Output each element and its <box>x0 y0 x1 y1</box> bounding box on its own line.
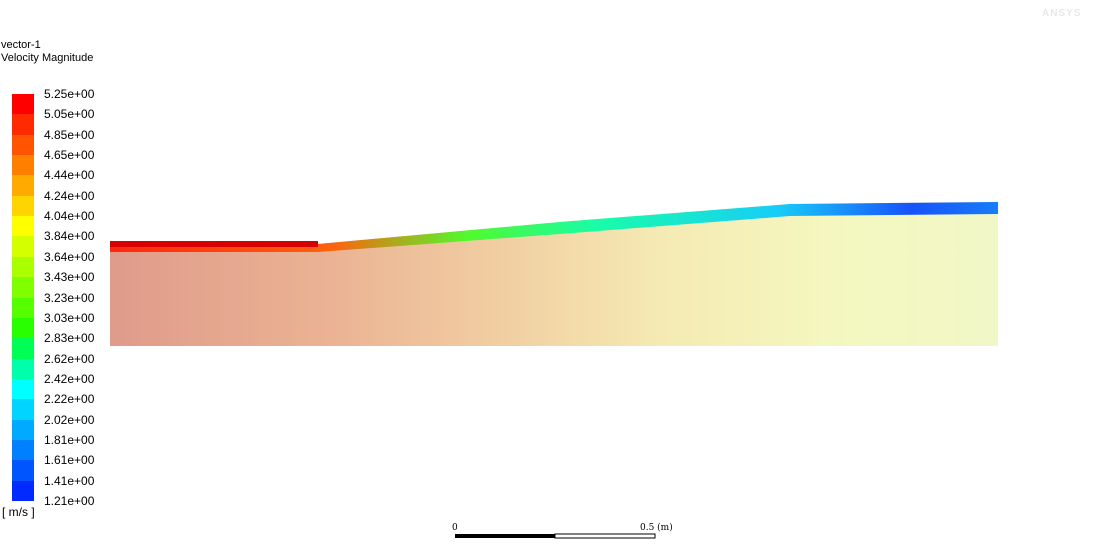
colorbar-tick-label: 3.64e+00 <box>44 249 95 264</box>
scale-end-label: 0.5 (m) <box>640 523 673 533</box>
colorbar-tick-label: 1.81e+00 <box>44 432 95 447</box>
scale-bar: 0 0.5 (m) <box>440 518 673 548</box>
colorbar-tick-label: 5.05e+00 <box>44 107 95 122</box>
colorbar-segment <box>12 256 34 278</box>
colorbar-tick-label: 4.44e+00 <box>44 168 95 183</box>
colorbar-tick-label: 1.61e+00 <box>44 453 95 468</box>
ansys-logo: ANSYS <box>1042 8 1082 19</box>
colorbar-tick-label: 3.43e+00 <box>44 270 95 285</box>
colorbar-tick-label: 1.41e+00 <box>44 473 95 488</box>
colorbar-segment <box>12 134 34 156</box>
colorbar-segment <box>12 480 34 502</box>
free-surface-layer <box>110 202 998 252</box>
colorbar-tick-label: 2.83e+00 <box>44 331 95 346</box>
colorbar-tick-label: 1.21e+00 <box>44 494 95 508</box>
colorbar-segment <box>12 195 34 217</box>
colorbar-segment <box>12 297 34 319</box>
colorbar-tick-label: 4.24e+00 <box>44 188 95 203</box>
colorbar-tick-label: 2.22e+00 <box>44 392 95 407</box>
colorbar-segment <box>12 399 34 421</box>
colorbar-tick-label: 5.25e+00 <box>44 87 95 101</box>
colorbar-segment <box>12 317 34 339</box>
scale-bar-graphic <box>455 533 656 539</box>
colorbar-tick-label: 2.62e+00 <box>44 351 95 366</box>
colorbar-legend: 5.25e+00 5.05e+00 4.85e+00 4.65e+00 4.44e+00… <box>0 0 110 530</box>
colorbar-segment <box>12 94 34 115</box>
colorbar-tick-label: 2.42e+00 <box>44 371 95 386</box>
colorbar-segment <box>12 419 34 441</box>
colorbar-tick-label: 4.04e+00 <box>44 209 95 224</box>
colorbar-segment <box>12 378 34 400</box>
colorbar-units: [ m/s ] <box>2 505 35 519</box>
colorbar-segment <box>12 460 34 482</box>
colorbar-segment <box>12 439 34 461</box>
colorbar-tick-label: 2.02e+00 <box>44 412 95 427</box>
scale-start-label: 0 <box>452 523 458 533</box>
colorbar-segment <box>12 358 34 380</box>
colorbar-segment <box>12 114 34 136</box>
colorbar-segment <box>12 175 34 197</box>
colorbar-tick-label: 3.84e+00 <box>44 229 95 244</box>
colorbar-segment <box>12 277 34 298</box>
colorbar-tick-label: 4.65e+00 <box>44 148 95 163</box>
colorbar-segment <box>12 155 34 176</box>
colorbar-segment <box>12 216 34 237</box>
plot-subtitle: Velocity Magnitude <box>1 52 94 64</box>
colorbar-segment <box>12 338 34 360</box>
colorbar-tick-label: 4.85e+00 <box>44 127 95 142</box>
plot-title: vector-1 <box>1 39 41 51</box>
flow-domain-texture <box>110 202 998 346</box>
colorbar-segment <box>12 236 34 258</box>
colorbar-tick-label: 3.03e+00 <box>44 310 95 325</box>
colorbar-tick-label: 3.23e+00 <box>44 290 95 305</box>
